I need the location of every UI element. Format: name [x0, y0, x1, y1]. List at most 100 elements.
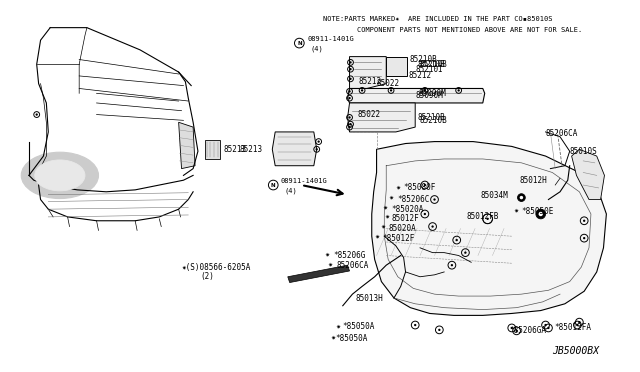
Text: ✷: ✷ [396, 185, 401, 190]
Circle shape [458, 89, 460, 92]
Text: 85210B: 85210B [417, 113, 445, 122]
Text: ✷: ✷ [383, 206, 388, 211]
Circle shape [520, 196, 523, 199]
Text: *85206G: *85206G [333, 251, 365, 260]
Circle shape [316, 148, 318, 150]
Text: 85013H: 85013H [355, 294, 383, 302]
Text: 85210B: 85210B [410, 55, 437, 64]
Text: ✷: ✷ [325, 253, 330, 258]
Text: 85213: 85213 [239, 145, 262, 154]
Polygon shape [348, 103, 415, 132]
Text: N: N [271, 183, 276, 187]
Circle shape [431, 225, 434, 228]
Text: 85212: 85212 [358, 77, 381, 86]
Text: *85050A: *85050A [343, 323, 375, 331]
Text: N: N [297, 41, 301, 46]
Text: JB5000BX: JB5000BX [552, 346, 598, 356]
Polygon shape [348, 89, 484, 103]
Circle shape [438, 329, 440, 331]
Circle shape [464, 251, 467, 254]
Circle shape [486, 218, 489, 220]
Text: ✷(S)08566-6205A: ✷(S)08566-6205A [182, 263, 251, 272]
Circle shape [349, 61, 351, 64]
Text: 08911-1401G: 08911-1401G [281, 178, 328, 184]
Text: 85012FB: 85012FB [467, 212, 499, 221]
Circle shape [349, 68, 351, 70]
Text: 85020A: 85020A [388, 224, 416, 233]
Circle shape [348, 97, 351, 99]
Polygon shape [372, 142, 606, 315]
Circle shape [348, 90, 351, 93]
Circle shape [583, 219, 586, 222]
Circle shape [424, 89, 426, 92]
Circle shape [545, 324, 547, 326]
Circle shape [361, 89, 364, 92]
Circle shape [317, 140, 320, 143]
Circle shape [349, 78, 351, 80]
Text: *85012FA: *85012FA [554, 323, 591, 333]
Ellipse shape [35, 160, 85, 191]
Circle shape [36, 113, 38, 116]
Text: 85210B: 85210B [419, 60, 447, 69]
Polygon shape [179, 122, 195, 169]
Text: NOTE:PARTS MARKED✷  ARE INCLUDED IN THE PART CO▪85010S: NOTE:PARTS MARKED✷ ARE INCLUDED IN THE P… [323, 16, 552, 22]
Text: *85080F: *85080F [404, 183, 436, 192]
Circle shape [390, 89, 392, 92]
Text: ✷: ✷ [331, 336, 336, 341]
Text: 08911-1401G: 08911-1401G [307, 36, 354, 42]
Circle shape [451, 264, 453, 266]
Text: 85206CA: 85206CA [545, 129, 578, 138]
Circle shape [424, 184, 426, 186]
Text: (4): (4) [285, 187, 298, 194]
Text: 85034M: 85034M [481, 191, 509, 200]
Polygon shape [288, 265, 349, 283]
Text: *85206GA: *85206GA [510, 326, 547, 335]
Text: 85022: 85022 [376, 79, 400, 88]
Text: (2): (2) [201, 272, 214, 281]
Circle shape [547, 327, 550, 329]
Circle shape [433, 198, 436, 201]
Text: ✷: ✷ [375, 235, 380, 240]
Text: ✷: ✷ [328, 263, 333, 268]
Polygon shape [386, 57, 408, 76]
Text: ✷: ✷ [513, 209, 518, 214]
Text: 85090M: 85090M [418, 89, 446, 98]
Text: 85206CA: 85206CA [336, 261, 369, 270]
Text: *85050E: *85050E [522, 206, 554, 216]
Text: 85010S: 85010S [570, 147, 598, 156]
Text: 85212: 85212 [408, 71, 431, 80]
Circle shape [576, 324, 579, 326]
Text: 85210B: 85210B [419, 116, 447, 125]
Circle shape [456, 239, 458, 241]
Circle shape [348, 116, 351, 119]
Circle shape [538, 212, 543, 216]
Text: 85022: 85022 [357, 110, 380, 119]
Text: ✷: ✷ [335, 324, 341, 330]
Text: *85206C: *85206C [398, 195, 430, 204]
Circle shape [536, 209, 545, 219]
Text: (4): (4) [311, 46, 324, 52]
Text: *85012F: *85012F [382, 234, 415, 243]
Text: 85090M: 85090M [415, 91, 443, 100]
Circle shape [414, 324, 417, 326]
Circle shape [583, 237, 586, 239]
Text: 85213: 85213 [223, 145, 246, 154]
Circle shape [515, 330, 518, 332]
Text: ✷: ✷ [388, 196, 394, 201]
Text: 85012F: 85012F [391, 214, 419, 223]
Text: 85210I: 85210I [415, 65, 443, 74]
Text: 85012H: 85012H [520, 176, 547, 185]
Circle shape [424, 213, 426, 215]
Circle shape [518, 194, 525, 202]
Polygon shape [205, 140, 220, 159]
Text: 85210B: 85210B [417, 60, 445, 69]
Circle shape [348, 126, 351, 128]
Polygon shape [349, 57, 386, 89]
Text: *85050A: *85050A [335, 334, 367, 343]
Ellipse shape [21, 152, 99, 199]
Text: COMPONENT PARTS NOT MENTIONED ABOVE ARE NOT FOR SALE.: COMPONENT PARTS NOT MENTIONED ABOVE ARE … [323, 27, 582, 33]
Text: *85020A: *85020A [391, 205, 424, 214]
Polygon shape [572, 149, 604, 199]
Circle shape [511, 327, 513, 329]
Polygon shape [272, 132, 317, 166]
